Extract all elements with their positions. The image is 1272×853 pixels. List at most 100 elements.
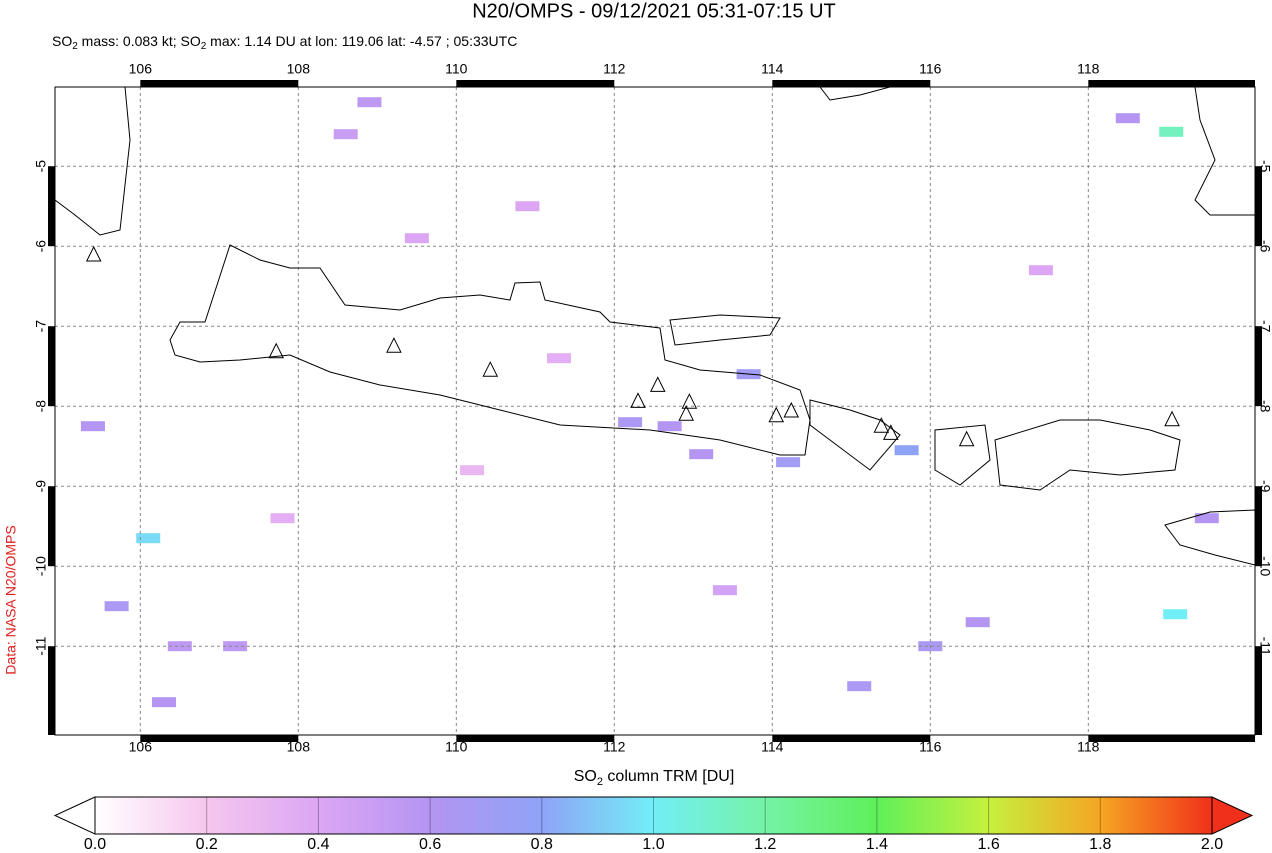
x-tick-label-bottom: 112 [603, 739, 626, 755]
frame-bars [48, 80, 1262, 742]
x-tick-label-bottom: 116 [919, 739, 942, 755]
x-tick-label-bottom: 114 [761, 739, 784, 755]
sumbawa [994, 419, 1181, 491]
y-tick-label-left: -5 [33, 160, 49, 173]
volcano [268, 342, 285, 359]
so2-pixel [547, 353, 572, 364]
y-tick-label-left: -9 [33, 480, 49, 493]
volcano [681, 393, 698, 409]
chart-title: N20/OMPS - 09/12/2021 05:31-07:15 UT [472, 0, 836, 22]
so2-pixel [712, 585, 737, 596]
so2-pixel [270, 513, 295, 524]
sumatra [55, 87, 131, 236]
frame-bar [1088, 80, 1255, 87]
volcano [678, 405, 695, 421]
volcano [85, 245, 102, 262]
madura [669, 314, 781, 346]
so2-pixel [104, 601, 129, 612]
volcano [649, 376, 666, 392]
so2-pixel [1159, 126, 1184, 137]
frame-bar [772, 80, 931, 87]
y-tick-label-right: -7 [1257, 320, 1272, 333]
label-part: column TRM [DU] [603, 768, 734, 785]
x-tick-label-top: 106 [129, 61, 153, 77]
so2-pixel [1163, 609, 1188, 620]
colorbar-tick-label: 0.4 [307, 836, 329, 853]
volcano [482, 361, 499, 377]
subtitle-part: max: 1.14 DU at lon: 119.06 lat: -4.57 ;… [206, 33, 517, 49]
colorbar-tick-label: 1.8 [1089, 836, 1111, 853]
y-tick-label-right: -8 [1257, 400, 1272, 413]
colorbar-tick-label: 1.0 [642, 836, 664, 853]
so2-pixel [618, 417, 643, 428]
so2-pixel [136, 533, 161, 544]
credit: Data: NASA N20/OMPS [3, 525, 19, 674]
x-tick-label-top: 116 [919, 61, 942, 77]
frame-bar [140, 80, 299, 87]
so2-pixel [965, 617, 990, 628]
y-tick-label-right: -10 [1257, 556, 1272, 576]
y-tick-label-left: -7 [33, 320, 49, 333]
so2-pixel [333, 129, 358, 140]
frame-bar [1255, 326, 1262, 407]
lombok [934, 424, 991, 486]
bali [809, 399, 901, 471]
volcano [1164, 410, 1180, 427]
y-tick-label-right: -5 [1257, 160, 1272, 173]
grid [55, 87, 1255, 735]
kalimantan [819, 87, 891, 101]
volcano [630, 392, 646, 408]
pixel-layer [80, 97, 1219, 708]
sumba [1164, 509, 1255, 566]
so2-pixel [80, 421, 105, 432]
volcano [783, 401, 800, 418]
colorbar-tick-label: 1.2 [754, 836, 776, 853]
frame-bar [456, 735, 615, 742]
y-tick-label-left: -6 [33, 240, 49, 253]
x-tick-label-bottom: 106 [129, 739, 153, 755]
x-tick-label-bottom: 118 [1077, 739, 1100, 755]
so2-pixel [1028, 265, 1053, 276]
so2-pixel [460, 465, 485, 476]
y-tick-label-left: -10 [33, 556, 49, 576]
frame-bar [48, 646, 55, 735]
volcano [386, 337, 402, 353]
x-tick-label-top: 108 [287, 61, 311, 77]
so2-pixel [515, 201, 540, 212]
colorbar-tick-label: 0.8 [531, 836, 553, 853]
subtitle-part: SO [52, 33, 72, 49]
sulawesi [1194, 87, 1255, 216]
frame-bar [456, 80, 615, 87]
colorbar-tick-label: 0.6 [419, 836, 441, 853]
frame-bar [1255, 486, 1262, 567]
x-tick-label-top: 118 [1077, 61, 1100, 77]
x-tick-label-bottom: 110 [445, 739, 468, 755]
colorbar-tick-label: 1.6 [977, 836, 999, 853]
frame-bar [772, 735, 931, 742]
colorbar [94, 796, 1213, 835]
subscript: 2 [72, 41, 78, 52]
y-tick-label-right: -11 [1257, 637, 1272, 656]
x-tick-label-top: 114 [761, 61, 784, 77]
volcano [883, 424, 899, 440]
colorbar-tick-label: 1.4 [866, 836, 888, 853]
y-tick-label-right: -6 [1257, 240, 1272, 253]
frame-bar [48, 326, 55, 407]
java [169, 244, 811, 456]
subtitle-part: mass: 0.083 kt; SO [78, 33, 201, 49]
volcano [958, 430, 975, 447]
so2-pixel [689, 449, 714, 460]
y-tick-label-right: -9 [1257, 480, 1272, 493]
volcano-layer [85, 245, 1180, 447]
frame-bar [140, 735, 299, 742]
x-tick-label-bottom: 108 [287, 739, 311, 755]
map-frame [54, 86, 1256, 736]
x-tick-label-top: 112 [603, 61, 626, 77]
coastlines [55, 87, 1255, 566]
so2-pixel [894, 445, 919, 456]
so2-pixel [847, 681, 872, 692]
so2-pixel [657, 421, 682, 432]
colorbar-label: SO2 column TRM [DU] [574, 768, 735, 788]
colorbar-under [53, 796, 96, 835]
